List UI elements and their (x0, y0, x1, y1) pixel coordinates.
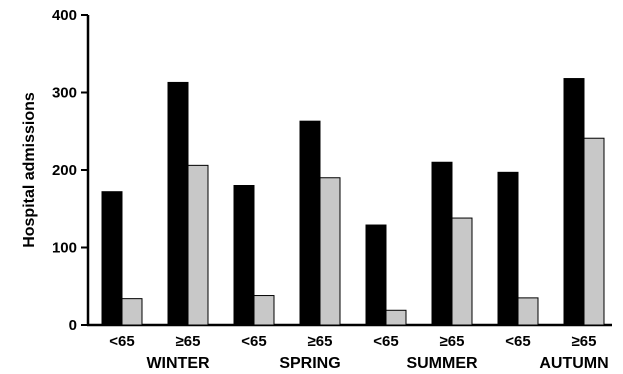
x-category-label: <65 (109, 333, 134, 350)
bar-black-series (365, 224, 387, 326)
season-label: SPRING (279, 355, 340, 372)
x-category-label: ≥65 (308, 333, 333, 350)
bar-gray-series (451, 217, 473, 326)
axes (86, 15, 612, 327)
x-category-label: <65 (241, 333, 266, 350)
bar-gray-series (253, 295, 275, 326)
bar-black-series (299, 120, 321, 326)
y-tick-label: 100 (52, 240, 77, 257)
x-labels: <65 ≥65 WINTER <65 ≥65 SPRING <65 ≥65 SUMMER <65 ≥… (109, 333, 608, 372)
season-label: AUTUMN (539, 355, 608, 372)
y-tick-label: 200 (52, 162, 77, 179)
y-tick-label: 300 (52, 85, 77, 102)
bar-gray-series (121, 298, 143, 326)
y-ticks: 0 100 200 300 400 (52, 7, 88, 334)
bar-black-series (167, 81, 189, 326)
bar-gray-series (319, 177, 341, 326)
bar-gray-series (187, 164, 209, 326)
x-category-label: ≥65 (440, 333, 465, 350)
bar-black-series (431, 161, 453, 326)
x-category-label: ≥65 (572, 333, 597, 350)
x-category-label: <65 (373, 333, 398, 350)
bar-gray-series (583, 137, 605, 326)
x-category-label: ≥65 (176, 333, 201, 350)
bars (101, 78, 605, 326)
bar-gray-series (385, 309, 407, 326)
bar-black-series (233, 185, 255, 326)
y-axis-title: Hospital admissions (21, 92, 38, 248)
x-category-label: <65 (505, 333, 530, 350)
y-tick-label: 0 (69, 317, 77, 334)
bar-black-series (101, 191, 123, 326)
bar-black-series (497, 171, 519, 326)
season-label: SUMMER (406, 355, 478, 372)
season-label: WINTER (146, 355, 210, 372)
bar-black-series (563, 78, 585, 326)
y-tick-label: 400 (52, 7, 77, 24)
bar-gray-series (517, 297, 539, 326)
